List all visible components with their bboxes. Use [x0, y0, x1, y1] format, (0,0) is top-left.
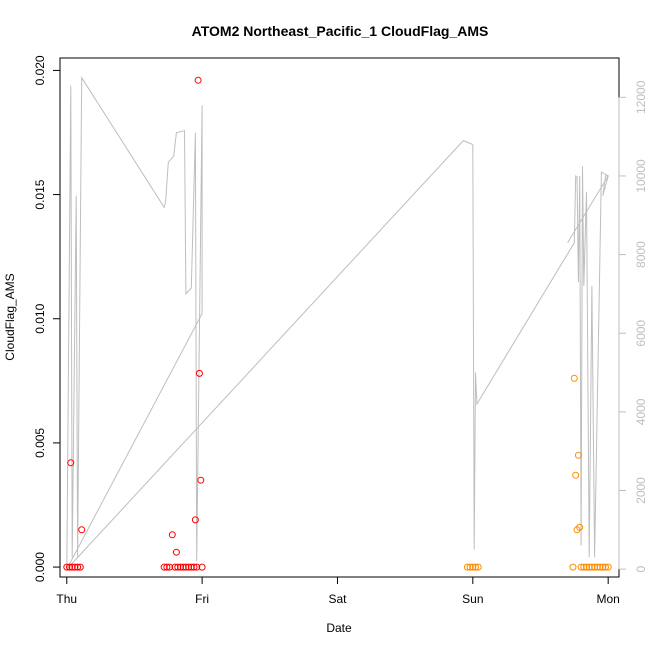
data-point — [570, 374, 578, 382]
data-point — [76, 563, 84, 571]
data-point — [466, 563, 474, 571]
y-axis-label: CloudFlag_AMS — [3, 273, 17, 360]
data-point — [172, 548, 180, 556]
data-point — [472, 563, 479, 571]
data-point — [185, 563, 193, 571]
data-point — [190, 563, 198, 571]
data-point — [168, 531, 176, 539]
x-tick-label: Thu — [56, 592, 77, 606]
y2-tick-label: 12000 — [634, 80, 648, 114]
data-point — [572, 471, 580, 479]
data-point — [182, 563, 190, 571]
y2-tick-label: 0 — [634, 565, 648, 572]
right-axis-line-series — [66, 76, 610, 570]
scatter-points — [63, 76, 612, 571]
data-point — [469, 563, 477, 571]
y-axis: 0.000 0.005 0.010 0.015 0.020 — [33, 55, 61, 582]
y-tick-label: 0.015 — [33, 179, 47, 209]
data-point — [474, 563, 482, 571]
x-tick-label: Fri — [195, 592, 209, 606]
data-point — [588, 563, 596, 571]
y2-tick-label: 8000 — [634, 241, 648, 268]
data-point — [63, 563, 71, 571]
data-point — [66, 563, 73, 571]
data-point — [583, 563, 590, 571]
y2-tick-label: 6000 — [634, 320, 648, 347]
data-point — [187, 563, 195, 571]
data-point — [67, 459, 75, 467]
y2-tick-label: 10000 — [634, 159, 648, 193]
right-axis-line — [66, 76, 610, 570]
data-point — [179, 563, 187, 571]
plot-frame — [59, 57, 620, 578]
x-tick-label: Sun — [462, 592, 483, 606]
data-point — [198, 563, 206, 571]
x-tick-label: Sat — [328, 592, 347, 606]
y2-tick-label: 4000 — [634, 398, 648, 425]
data-point — [166, 563, 174, 571]
chart-title: ATOM2 Northeast_Pacific_1 CloudFlag_AMS — [192, 23, 489, 39]
data-point — [574, 451, 582, 459]
data-point — [74, 563, 82, 571]
data-point — [160, 563, 168, 571]
x-axis-label: Date — [326, 621, 352, 635]
data-point — [463, 563, 471, 571]
data-point — [585, 563, 593, 571]
x-tick-label: Mon — [597, 592, 620, 606]
data-point — [174, 563, 182, 571]
data-point — [197, 476, 205, 484]
data-point — [193, 563, 201, 571]
data-point — [194, 76, 202, 84]
y-tick-label: 0.005 — [33, 428, 47, 458]
data-point — [576, 523, 584, 531]
right-y-axis: 0 2000 4000 6000 8000 10000 12000 — [618, 80, 648, 572]
data-point — [604, 563, 612, 571]
data-point — [580, 563, 588, 571]
x-axis: Thu Fri Sat Sun Mon — [56, 576, 620, 606]
y-tick-label: 0.000 — [33, 552, 47, 582]
data-point — [78, 526, 86, 534]
data-point — [577, 563, 585, 571]
y-tick-label: 0.010 — [33, 303, 47, 333]
data-point — [177, 563, 184, 571]
data-point — [191, 516, 199, 524]
data-point — [68, 563, 76, 571]
data-point — [71, 563, 79, 571]
data-point — [163, 563, 171, 571]
data-point — [599, 563, 607, 571]
data-point — [569, 563, 577, 571]
y2-tick-label: 2000 — [634, 477, 648, 504]
y-tick-label: 0.020 — [33, 55, 47, 85]
data-point — [602, 563, 609, 571]
data-point — [596, 563, 604, 571]
data-point — [195, 369, 203, 377]
